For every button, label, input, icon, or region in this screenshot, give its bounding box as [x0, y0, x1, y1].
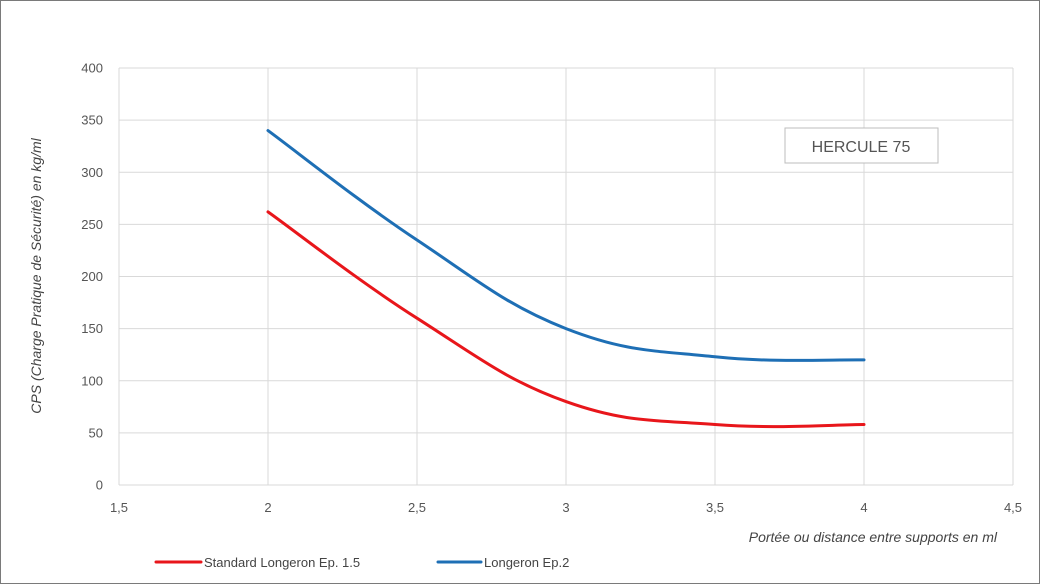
x-tick-label: 1,5	[110, 500, 128, 515]
x-tick-label: 3,5	[706, 500, 724, 515]
y-tick-label: 150	[81, 321, 103, 336]
x-tick-label: 2	[264, 500, 271, 515]
x-tick-label: 3	[562, 500, 569, 515]
y-tick-label: 200	[81, 269, 103, 284]
annotation-label: HERCULE 75	[812, 139, 911, 156]
y-tick-label: 250	[81, 217, 103, 232]
y-tick-label: 400	[81, 61, 103, 76]
y-axis-title: CPS (Charge Pratique de Sécurité) en kg/…	[28, 137, 44, 413]
legend-label-series-0: Standard Longeron Ep. 1.5	[204, 555, 360, 570]
y-tick-label: 350	[81, 113, 103, 128]
legend: Standard Longeron Ep. 1.5 Longeron Ep.2	[154, 555, 569, 570]
x-tick-label: 4	[860, 500, 867, 515]
tick-labels: 0 50 100 150 200 250 300 350 400 1,5 2 2,5 3 3,5 4 4,5	[81, 61, 1022, 516]
y-tick-label: 100	[81, 373, 103, 388]
x-axis-title: Portée ou distance entre supports en ml	[749, 529, 998, 545]
series-line-0	[266, 210, 866, 429]
y-tick-label: 0	[96, 478, 103, 493]
series-line-1	[266, 129, 866, 362]
x-tick-label: 4,5	[1004, 500, 1022, 515]
series-lines	[266, 129, 866, 429]
x-tick-label: 2,5	[408, 500, 426, 515]
annotation-frame	[784, 127, 939, 164]
y-tick-label: 300	[81, 165, 103, 180]
annotation-box: HERCULE 75	[784, 127, 939, 164]
legend-label-series-1: Longeron Ep.2	[484, 555, 569, 570]
gridlines	[118, 67, 1014, 486]
y-tick-label: 50	[89, 425, 103, 440]
